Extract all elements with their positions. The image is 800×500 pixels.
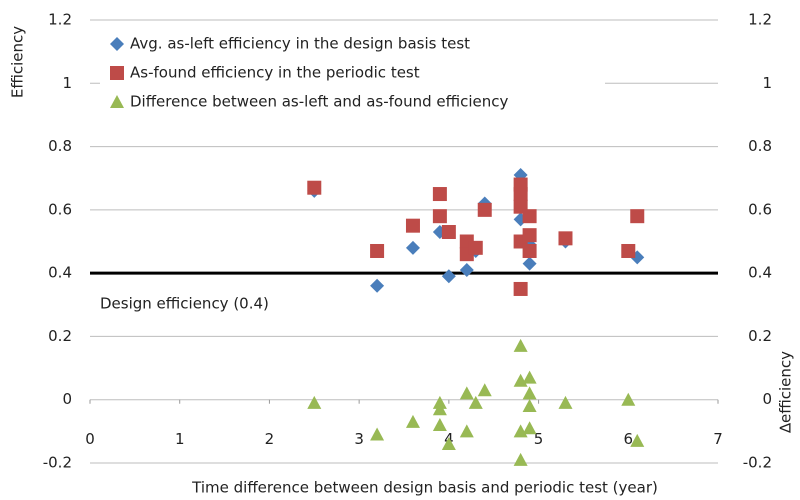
diamond-marker — [522, 256, 537, 271]
triangle-marker — [307, 395, 322, 409]
square-marker — [110, 66, 124, 80]
square-marker — [558, 231, 573, 246]
triangle-marker — [513, 452, 528, 466]
triangle-marker — [459, 386, 474, 400]
legend-label: Avg. as-left efficiency in the design ba… — [130, 35, 470, 53]
x-tick-label: 3 — [354, 430, 364, 448]
y2-tick-label: 0.4 — [748, 264, 772, 282]
triangle-marker — [621, 392, 636, 406]
square-marker — [513, 187, 528, 202]
square-marker — [477, 202, 492, 217]
x-tick-label: 0 — [85, 430, 95, 448]
triangle-marker — [441, 437, 456, 451]
y-axis-label: Efficiency — [9, 26, 27, 98]
triangle-marker — [468, 395, 483, 409]
y-tick-label: 0.6 — [48, 200, 72, 218]
square-marker — [468, 240, 483, 255]
triangle-marker — [432, 402, 447, 416]
diamond-marker — [459, 262, 474, 277]
triangle-marker — [522, 421, 537, 435]
x-tick-label: 7 — [713, 430, 723, 448]
triangle-marker — [110, 95, 124, 108]
triangle-marker — [405, 414, 420, 428]
x-axis-label: Time difference between design basis and… — [191, 479, 658, 497]
square-marker — [405, 218, 420, 233]
x-tick-label: 5 — [534, 430, 544, 448]
legend-label: Difference between as-left and as-found … — [130, 93, 509, 111]
y-tick-label: 0.2 — [48, 327, 72, 345]
y2-tick-label: 0.2 — [748, 327, 772, 345]
square-marker — [307, 180, 322, 195]
square-marker — [522, 243, 537, 258]
y-tick-label: 1.2 — [48, 11, 72, 29]
series — [307, 338, 645, 466]
series — [307, 177, 645, 296]
square-marker — [513, 281, 528, 296]
diamond-marker — [110, 37, 124, 51]
legend-label: As-found efficiency in the periodic test — [130, 64, 420, 82]
y2-tick-label: 1.2 — [748, 11, 772, 29]
square-marker — [370, 243, 385, 258]
square-marker — [432, 209, 447, 224]
diamond-marker — [441, 269, 456, 284]
legend-background — [100, 28, 605, 118]
triangle-marker — [459, 424, 474, 438]
x-tick-label: 2 — [265, 430, 275, 448]
y2-tick-label: 0 — [762, 390, 772, 408]
triangle-marker — [513, 338, 528, 352]
square-marker — [630, 209, 645, 224]
square-marker — [432, 187, 447, 202]
y2-tick-label: -0.2 — [743, 454, 772, 472]
diamond-marker — [405, 240, 420, 255]
square-marker — [522, 209, 537, 224]
y-tick-label: -0.2 — [43, 454, 72, 472]
triangle-marker — [522, 370, 537, 384]
y2-tick-label: 0.8 — [748, 137, 772, 155]
y2-tick-label: 1 — [762, 74, 772, 92]
triangle-marker — [432, 418, 447, 432]
triangle-marker — [630, 433, 645, 447]
triangle-marker — [477, 383, 492, 397]
square-marker — [621, 243, 636, 258]
square-marker — [441, 225, 456, 240]
diamond-marker — [370, 278, 385, 293]
triangle-marker — [558, 395, 573, 409]
y-tick-label: 1 — [62, 74, 72, 92]
legend: Avg. as-left efficiency in the design ba… — [100, 28, 605, 118]
x-tick-label: 6 — [624, 430, 634, 448]
triangle-marker — [522, 386, 537, 400]
reference-label: Design efficiency (0.4) — [100, 295, 269, 313]
triangle-marker — [522, 399, 537, 413]
y2-tick-label: 0.6 — [748, 200, 772, 218]
diamond-marker — [630, 250, 645, 265]
triangle-marker — [370, 427, 385, 441]
square-marker — [522, 228, 537, 243]
x-tick-label: 1 — [175, 430, 185, 448]
y2-axis-label: ∆efficiency — [777, 351, 795, 434]
y-tick-label: 0.4 — [48, 264, 72, 282]
y-tick-label: 0.8 — [48, 137, 72, 155]
y-tick-label: 0 — [62, 390, 72, 408]
